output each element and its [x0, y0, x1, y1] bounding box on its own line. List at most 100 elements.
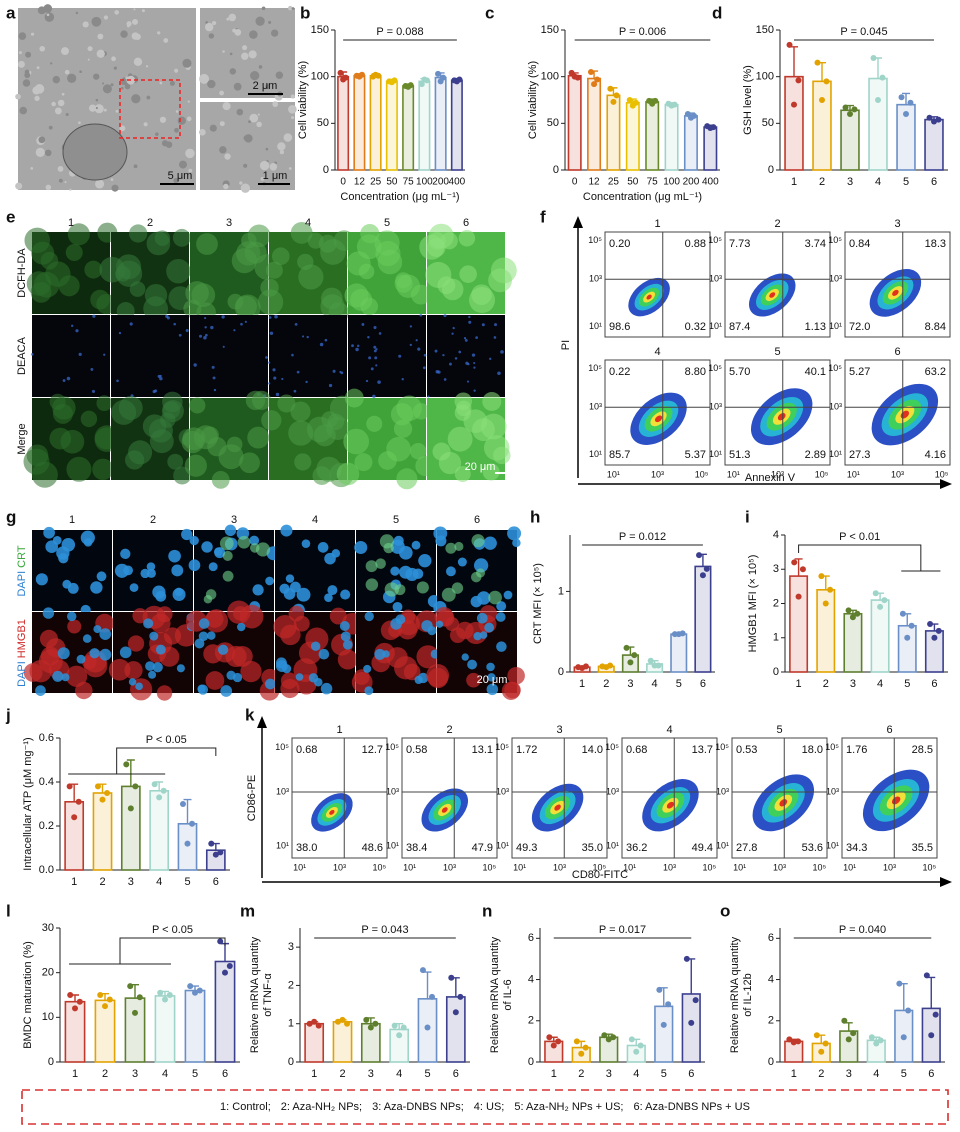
- texture: [95, 106, 98, 110]
- texture: [260, 177, 265, 181]
- cell: [226, 670, 236, 680]
- cell: [355, 347, 359, 352]
- data-point: [127, 983, 134, 990]
- texture: [22, 79, 31, 87]
- texture: [239, 181, 243, 185]
- cell: [454, 541, 464, 552]
- texture: [61, 47, 69, 56]
- y-tick-label: 10³: [589, 274, 602, 284]
- cell: [351, 344, 354, 348]
- y-tick-label: 10⁵: [715, 742, 729, 752]
- cell: [128, 678, 137, 686]
- data-point: [67, 992, 74, 998]
- cell: [62, 379, 66, 383]
- cell: [237, 535, 251, 549]
- y-axis-title: Intracellular ATP (μM mg⁻¹): [22, 737, 34, 870]
- cell: [210, 325, 214, 330]
- cell: [410, 284, 431, 305]
- y-tick-label: 10³: [829, 402, 842, 412]
- panel-letter: h: [530, 507, 540, 526]
- texture: [46, 13, 50, 17]
- quadrant-value: 51.3: [729, 449, 750, 461]
- data-point: [822, 1040, 829, 1047]
- quadrant-value: 18.0: [802, 744, 823, 756]
- cell: [432, 442, 451, 461]
- cell: [490, 257, 517, 284]
- cell: [92, 458, 114, 481]
- cell: [473, 366, 476, 369]
- cell: [306, 335, 309, 339]
- row-label-part: DAPI: [16, 661, 28, 687]
- x-tick-label: 10¹: [843, 862, 856, 872]
- y-tick-label: 10¹: [386, 840, 399, 850]
- texture: [88, 104, 97, 112]
- cell: [154, 230, 171, 246]
- y-tick-label: 50: [317, 117, 329, 129]
- quadrant-value: 85.7: [609, 449, 630, 461]
- error-bar: [902, 92, 910, 105]
- cell: [427, 395, 430, 398]
- cell: [497, 371, 501, 376]
- texture: [93, 73, 100, 80]
- data-point: [358, 71, 365, 78]
- data-point: [872, 590, 879, 597]
- x-tick-label: 3: [606, 1068, 612, 1080]
- cell: [409, 325, 413, 328]
- cell: [103, 353, 106, 356]
- cell: [220, 685, 233, 697]
- cell: [261, 410, 282, 431]
- cell: [471, 284, 492, 306]
- y-tick-label: 10⁵: [275, 742, 289, 752]
- quadrant-value: 35.0: [582, 842, 603, 854]
- cell: [271, 247, 290, 266]
- quadrant-value: 0.84: [849, 238, 870, 250]
- cell: [301, 539, 311, 548]
- cell: [67, 223, 90, 246]
- cell: [501, 681, 521, 700]
- p-value: P = 0.040: [839, 924, 886, 936]
- cell: [327, 585, 338, 596]
- cell: [507, 526, 522, 541]
- cell: [65, 665, 88, 687]
- x-tick-label: 3: [846, 1068, 852, 1080]
- cell: [166, 316, 170, 320]
- x-tick-label: 12: [589, 177, 601, 188]
- cell: [60, 429, 85, 454]
- y-tick-label: 2: [288, 979, 294, 991]
- data-point: [691, 112, 698, 119]
- cell: [152, 662, 163, 673]
- x-tick-label: 2: [102, 1068, 108, 1080]
- cell: [118, 331, 122, 335]
- y-tick-label: 10³: [716, 786, 729, 796]
- cell: [471, 534, 485, 548]
- significance-bracket: [69, 937, 226, 965]
- data-point: [419, 967, 426, 974]
- data-point: [76, 998, 83, 1005]
- quadrant-value: 36.2: [626, 842, 647, 854]
- cell: [145, 661, 155, 671]
- data-point: [208, 840, 215, 847]
- data-point: [905, 1007, 912, 1014]
- quadrant-value: 63.2: [925, 366, 946, 378]
- cell: [441, 587, 456, 602]
- y-axis-title: BMDC maturation (%): [22, 941, 34, 1049]
- quadrant-value: 0.68: [626, 744, 647, 756]
- data-point: [928, 1032, 935, 1039]
- cell: [178, 333, 182, 337]
- y-tick-label: 0.6: [39, 732, 54, 744]
- texture: [131, 94, 141, 104]
- texture: [25, 51, 32, 58]
- row-label-part: DAPI: [16, 571, 28, 597]
- y-tick-label: 10¹: [589, 321, 602, 331]
- texture: [51, 101, 56, 107]
- bar: [812, 80, 832, 171]
- data-point: [127, 805, 134, 812]
- texture: [54, 107, 62, 115]
- density-contour: [646, 294, 652, 300]
- quadrant-value: 5.70: [729, 366, 750, 378]
- data-point: [904, 634, 911, 641]
- texture: [248, 50, 257, 59]
- texture: [79, 70, 82, 74]
- data-point: [699, 572, 706, 579]
- bar: [94, 999, 116, 1063]
